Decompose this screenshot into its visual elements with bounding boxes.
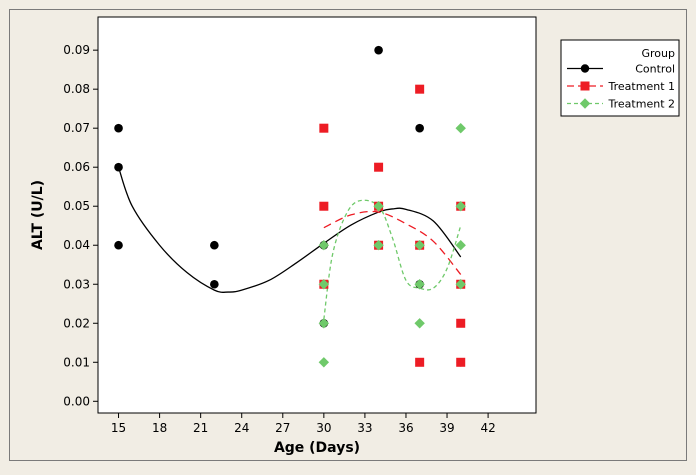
- data-point-treatment-1: [374, 162, 384, 172]
- data-point-control: [114, 240, 123, 250]
- data-point-treatment-1: [456, 357, 466, 367]
- x-tick-label: 27: [275, 421, 290, 435]
- data-point-treatment-1: [415, 357, 425, 367]
- y-tick-label: 0.04: [63, 238, 90, 252]
- data-point-treatment-2: [414, 279, 425, 290]
- y-tick-label: 0.01: [63, 355, 90, 369]
- data-point-treatment-2: [373, 240, 384, 251]
- data-point-treatment-2: [318, 357, 330, 368]
- x-tick-label: 39: [439, 421, 454, 435]
- data-point-treatment-2: [414, 240, 425, 251]
- y-tick-label: 0.05: [63, 199, 90, 213]
- data-point-treatment-2: [318, 279, 330, 290]
- fit-line-treatment-1: [323, 210, 462, 275]
- data-point-treatment-2: [318, 240, 330, 251]
- data-points: [114, 45, 466, 368]
- legend-title: Group: [642, 47, 676, 60]
- y-tick-label: 0.08: [63, 82, 90, 96]
- axis-ticks: 15 18 21 24 27 30 33 36 39 42 0.00 0.01 0.02 0.03 0.04…: [63, 43, 495, 435]
- y-tick-label: 0.02: [63, 316, 90, 330]
- legend-treatment2-marker: [579, 98, 591, 109]
- legend-treatment1-label: Treatment 1: [608, 80, 675, 93]
- legend-treatment1-marker: [580, 81, 590, 91]
- x-tick-label: 21: [193, 421, 208, 435]
- data-point-treatment-2: [455, 122, 466, 134]
- x-tick-label: 15: [111, 421, 126, 435]
- x-tick-label: 24: [234, 421, 249, 435]
- x-tick-label: 33: [357, 421, 372, 435]
- x-axis-label: Age (Days): [274, 440, 360, 456]
- y-tick-label: 0.09: [63, 43, 90, 57]
- y-axis-label: ALT (U/L): [30, 180, 46, 250]
- data-point-treatment-2: [455, 201, 466, 212]
- fit-line-treatment-2: [323, 199, 462, 320]
- data-point-control: [374, 45, 383, 55]
- fit-lines: [117, 166, 462, 320]
- data-point-control: [114, 123, 123, 133]
- data-point-treatment-2: [414, 318, 425, 329]
- x-tick-label: 42: [480, 421, 495, 435]
- chart-frame: [9, 9, 687, 461]
- data-point-treatment-1: [319, 201, 329, 211]
- legend: Group Control Treatment 1 Treatment 2: [560, 39, 680, 117]
- x-tick-label: 30: [316, 421, 331, 435]
- data-point-control: [415, 123, 424, 133]
- data-point-treatment-1: [415, 84, 425, 94]
- x-tick-label: 18: [152, 421, 167, 435]
- data-point-treatment-2: [455, 279, 466, 290]
- plot-area: [97, 16, 537, 414]
- legend-control-label: Control: [635, 63, 675, 76]
- data-point-treatment-2: [373, 201, 384, 212]
- data-point-treatment-2: [318, 318, 330, 329]
- y-tick-label: 0.06: [63, 160, 90, 174]
- data-point-treatment-1: [456, 318, 466, 328]
- data-point-treatment-2: [455, 240, 466, 251]
- data-point-control: [114, 162, 123, 172]
- legend-control-marker: [580, 64, 590, 73]
- data-point-treatment-1: [319, 123, 329, 133]
- fit-line-control: [117, 166, 462, 293]
- y-tick-label: 0.07: [63, 121, 90, 135]
- data-point-control: [210, 279, 219, 289]
- y-tick-label: 0.00: [63, 394, 90, 408]
- legend-treatment2-label: Treatment 2: [608, 98, 675, 111]
- data-point-control: [210, 240, 219, 250]
- x-tick-label: 36: [398, 421, 413, 435]
- y-tick-label: 0.03: [63, 277, 90, 291]
